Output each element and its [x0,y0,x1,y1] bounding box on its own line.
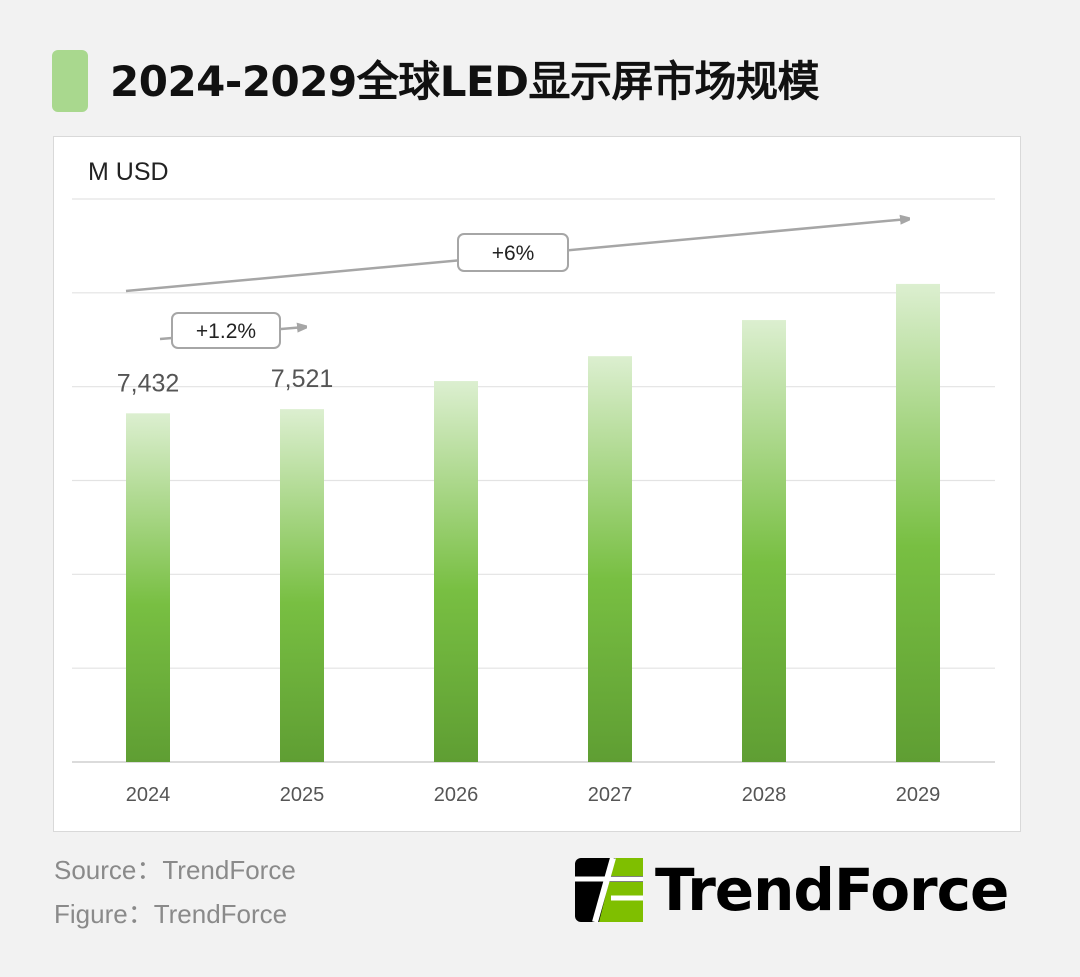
trendforce-logo-text: TrendForce [655,856,1009,924]
bar-2028 [742,320,786,762]
bar-2024 [126,413,170,762]
bar-2026 [434,381,478,762]
x-tick-label: 2026 [434,784,479,806]
annotation-box-6pct [457,233,569,272]
x-tick-label: 2029 [896,784,941,806]
source-text: Source：TrendForce [54,855,296,885]
x-tick-label: 2024 [126,784,171,806]
data-label: 7,521 [271,365,334,393]
trendforce-logo-icon [575,858,643,923]
x-tick-label: 2025 [280,784,325,806]
figure-credit-text: Figure：TrendForce [54,899,288,929]
x-tick-label: 2027 [588,784,633,806]
annotation-label-6pct: +6% [492,242,535,265]
annotation-box-1-2pct [171,312,281,349]
annotation-label-1-2pct: +1.2% [196,320,256,343]
bar-2025 [280,409,324,762]
data-label: 7,432 [117,369,180,397]
title-accent-mark [52,50,88,112]
bar-2027 [588,356,632,762]
bar-2029 [896,283,940,762]
y-axis-unit-label: M USD [88,158,169,186]
chart-title: 2024-2029全球LED显示屏市场规模 [110,57,820,106]
x-tick-label: 2028 [742,784,787,806]
